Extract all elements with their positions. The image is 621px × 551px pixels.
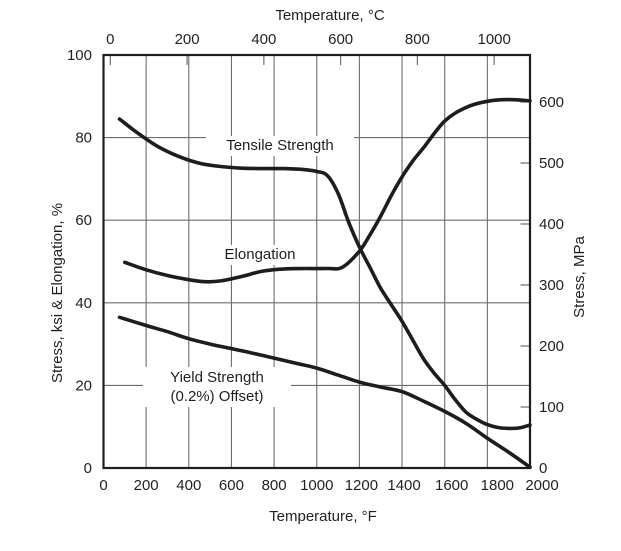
yield-strength-curve-label: Yield Strength (0.2%) Offset) bbox=[143, 367, 291, 407]
fahrenheit-tick-label-2000: 2000 bbox=[525, 477, 558, 494]
ksi-tick-label-40: 40 bbox=[75, 295, 92, 312]
fahrenheit-tick-label-600: 600 bbox=[219, 477, 244, 494]
left-axis-title: Stress, ksi & Elongation, % bbox=[49, 202, 66, 384]
celsius-tick-label-600: 600 bbox=[328, 31, 353, 48]
fahrenheit-tick-label-1000: 1000 bbox=[300, 477, 333, 494]
mpa-tick-label-0: 0 bbox=[539, 460, 547, 477]
celsius-tick-label-800: 800 bbox=[405, 31, 430, 48]
fahrenheit-tick-label-1400: 1400 bbox=[387, 477, 420, 494]
ksi-tick-label-60: 60 bbox=[75, 212, 92, 229]
yield-strength-curve-label-line1: Yield Strength bbox=[170, 369, 264, 386]
celsius-tick-label-200: 200 bbox=[175, 31, 200, 48]
mpa-tick-label-200: 200 bbox=[539, 338, 564, 355]
fahrenheit-tick-label-1800: 1800 bbox=[481, 477, 514, 494]
mpa-tick-label-400: 400 bbox=[539, 216, 564, 233]
curve-elongation bbox=[123, 97, 532, 284]
mpa-tick-label-100: 100 bbox=[539, 399, 564, 416]
fahrenheit-tick-label-0: 0 bbox=[99, 477, 107, 494]
celsius-tick-label-1000: 1000 bbox=[477, 31, 510, 48]
curve-tensile-strength bbox=[117, 117, 532, 431]
celsius-tick-label-0: 0 bbox=[106, 31, 114, 48]
fahrenheit-tick-label-200: 200 bbox=[134, 477, 159, 494]
top-axis-title: Temperature, °C bbox=[275, 7, 385, 24]
mpa-tick-label-300: 300 bbox=[539, 277, 564, 294]
yield-strength-curve-label-line2: (0.2%) Offset) bbox=[170, 388, 264, 405]
mpa-tick-label-500: 500 bbox=[539, 155, 564, 172]
celsius-tick-label-400: 400 bbox=[251, 31, 276, 48]
bottom-axis-title: Temperature, °F bbox=[269, 508, 377, 525]
fahrenheit-tick-label-400: 400 bbox=[176, 477, 201, 494]
fahrenheit-tick-label-1600: 1600 bbox=[435, 477, 468, 494]
tensile-strength-curve-label: Tensile Strength bbox=[206, 136, 354, 156]
elongation-curve-label: Elongation bbox=[211, 245, 309, 265]
ksi-tick-label-0: 0 bbox=[84, 460, 92, 477]
right-axis-title: Stress, MPa bbox=[571, 236, 588, 318]
ksi-tick-label-80: 80 bbox=[75, 130, 92, 147]
ksi-tick-label-20: 20 bbox=[75, 377, 92, 394]
fahrenheit-tick-label-800: 800 bbox=[262, 477, 287, 494]
ksi-tick-label-100: 100 bbox=[67, 47, 92, 64]
plot-border bbox=[102, 53, 532, 470]
fahrenheit-tick-label-1200: 1200 bbox=[345, 477, 378, 494]
curve-yield-strength-0-2-offset bbox=[117, 315, 532, 469]
mpa-tick-label-600: 600 bbox=[539, 94, 564, 111]
